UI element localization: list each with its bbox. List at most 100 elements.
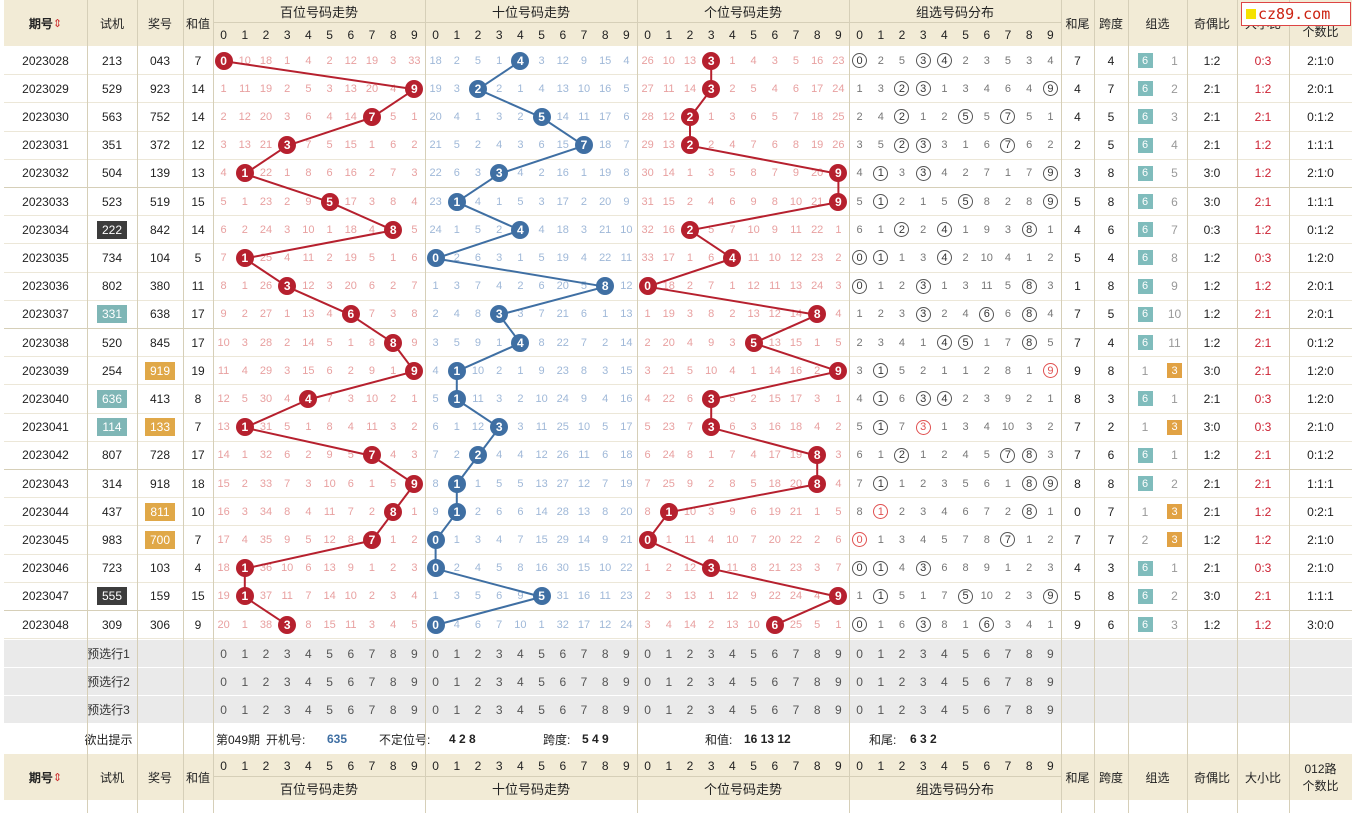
preselect-digit[interactable]: 3 [919,646,927,661]
preselect-digit[interactable]: 1 [453,674,461,689]
preselect-digit[interactable]: 1 [241,674,249,689]
preselect-digit[interactable]: 3 [495,674,503,689]
preselect-digit[interactable]: 8 [601,646,609,661]
preselect-digit[interactable]: 1 [877,646,885,661]
preselect-digit[interactable]: 4 [729,674,736,689]
preselect-digit[interactable]: 8 [389,646,397,661]
preselect-digit[interactable]: 3 [495,702,503,717]
preselect-digit[interactable]: 5 [538,646,545,661]
preselect-digit[interactable]: 6 [983,646,991,661]
preselect-digit[interactable]: 7 [580,674,588,689]
preselect-digit[interactable]: 2 [898,702,906,717]
preselect-digit[interactable]: 6 [771,674,779,689]
preselect-digit[interactable]: 3 [919,674,927,689]
preselect-digit[interactable]: 9 [835,674,842,689]
preselect-digit[interactable]: 7 [792,674,800,689]
preselect-digit[interactable]: 4 [729,702,736,717]
preselect-digit[interactable]: 3 [283,646,291,661]
preselect-digit[interactable]: 4 [941,674,948,689]
preselect-digit[interactable]: 7 [368,702,376,717]
period-header[interactable]: 期号 ⇕ [4,0,87,46]
preselect-digit[interactable]: 8 [813,702,821,717]
preselect-digit[interactable]: 5 [750,674,757,689]
preselect-digit[interactable]: 0 [856,702,863,717]
preselect-digit[interactable]: 3 [283,702,291,717]
preselect-digit[interactable]: 4 [941,702,948,717]
preselect-digit[interactable]: 7 [580,646,588,661]
preselect-digit[interactable]: 1 [665,674,673,689]
preselect-digit[interactable]: 6 [559,702,567,717]
preselect-digit[interactable]: 8 [1025,674,1033,689]
preselect-digit[interactable]: 8 [1025,646,1033,661]
preselect-digit[interactable]: 9 [411,646,418,661]
sort-icon[interactable]: ⇕ [52,17,63,30]
preselect-digit[interactable]: 2 [686,674,694,689]
preselect-digit[interactable]: 4 [517,702,524,717]
preselect-digit[interactable]: 1 [453,702,461,717]
preselect-digit[interactable]: 9 [623,674,630,689]
preselect-digit[interactable]: 2 [262,702,270,717]
preselect-digit[interactable]: 1 [877,702,885,717]
preselect-digit[interactable]: 7 [792,646,800,661]
preselect-digit[interactable]: 0 [856,674,863,689]
preselect-digit[interactable]: 1 [453,646,461,661]
preselect-digit[interactable]: 2 [686,646,694,661]
preselect-digit[interactable]: 4 [517,674,524,689]
preselect-digit[interactable]: 9 [411,702,418,717]
preselect-digit[interactable]: 7 [1004,702,1012,717]
preselect-digit[interactable]: 5 [750,702,757,717]
preselect-digit[interactable]: 1 [241,646,249,661]
preselect-digit[interactable]: 8 [389,702,397,717]
preselect-digit[interactable]: 5 [962,702,969,717]
preselect-digit[interactable]: 3 [707,674,715,689]
preselect-digit[interactable]: 9 [835,702,842,717]
preselect-digit[interactable]: 0 [220,646,227,661]
preselect-digit[interactable]: 1 [665,702,673,717]
preselect-digit[interactable]: 7 [1004,674,1012,689]
preselect-digit[interactable]: 9 [1047,702,1054,717]
sort-icon[interactable]: ⇕ [52,771,63,784]
preselect-digit[interactable]: 9 [835,646,842,661]
preselect-digit[interactable]: 6 [771,646,779,661]
preselect-digit[interactable]: 2 [262,674,270,689]
preselect-digit[interactable]: 6 [559,646,567,661]
preselect-digit[interactable]: 4 [305,674,312,689]
preselect-digit[interactable]: 9 [1047,674,1054,689]
preselect-digit[interactable]: 7 [580,702,588,717]
preselect-digit[interactable]: 0 [856,646,863,661]
preselect-digit[interactable]: 5 [538,674,545,689]
preselect-digit[interactable]: 3 [707,702,715,717]
preselect-digit[interactable]: 2 [474,646,482,661]
preselect-digit[interactable]: 3 [707,646,715,661]
preselect-digit[interactable]: 0 [644,646,651,661]
preselect-digit[interactable]: 2 [474,674,482,689]
preselect-digit[interactable]: 7 [1004,646,1012,661]
preselect-digit[interactable]: 0 [432,646,439,661]
site-logo[interactable]: cz89.com [1241,2,1351,26]
preselect-digit[interactable]: 2 [686,702,694,717]
preselect-digit[interactable]: 0 [220,674,227,689]
preselect-digit[interactable]: 6 [347,646,355,661]
preselect-digit[interactable]: 7 [792,702,800,717]
preselect-digit[interactable]: 8 [813,646,821,661]
period-header[interactable]: 期号 ⇕ [4,754,87,800]
preselect-digit[interactable]: 6 [983,674,991,689]
preselect-digit[interactable]: 7 [368,646,376,661]
preselect-digit[interactable]: 6 [559,674,567,689]
preselect-digit[interactable]: 2 [262,646,270,661]
preselect-digit[interactable]: 9 [1047,646,1054,661]
preselect-digit[interactable]: 2 [898,674,906,689]
preselect-digit[interactable]: 0 [432,702,439,717]
preselect-digit[interactable]: 8 [601,702,609,717]
preselect-digit[interactable]: 0 [644,674,651,689]
preselect-digit[interactable]: 8 [1025,702,1033,717]
preselect-digit[interactable]: 2 [898,646,906,661]
preselect-digit[interactable]: 2 [474,702,482,717]
preselect-digit[interactable]: 5 [962,646,969,661]
preselect-digit[interactable]: 8 [813,674,821,689]
preselect-digit[interactable]: 6 [983,702,991,717]
preselect-digit[interactable]: 5 [962,674,969,689]
preselect-digit[interactable]: 9 [623,646,630,661]
preselect-digit[interactable]: 3 [283,674,291,689]
preselect-digit[interactable]: 9 [623,702,630,717]
